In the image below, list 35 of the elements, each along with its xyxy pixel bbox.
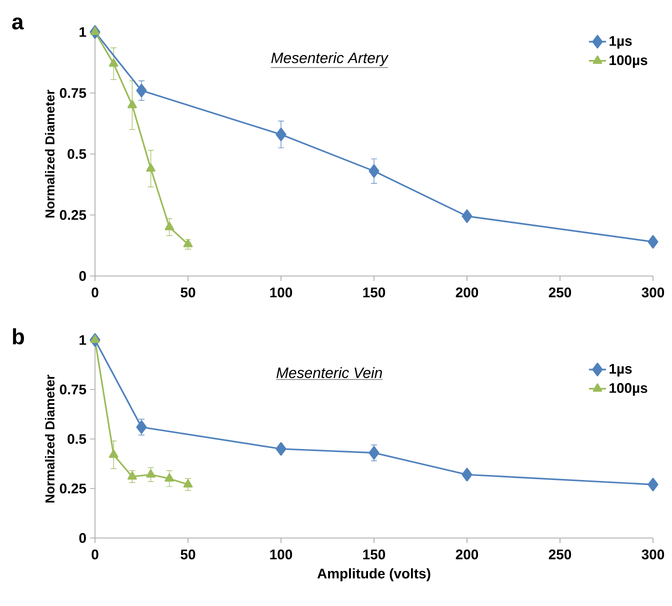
y-tick-label: 1: [80, 335, 86, 345]
y-axis-title: Normalized Diameter: [44, 90, 54, 218]
text: Mesenteric Artery: [271, 52, 389, 66]
legend-label: 1µs: [610, 364, 632, 376]
x-tick-label: 200: [456, 287, 478, 298]
x-tick-label: 300: [642, 287, 664, 298]
x-tick-label: 50: [180, 287, 196, 298]
x-tick-label: 50: [180, 549, 196, 560]
x-tick-label: 0: [92, 287, 98, 298]
text: a: [12, 18, 24, 30]
x-tick-label: 250: [548, 287, 572, 298]
x-tick-label: 200: [456, 549, 478, 560]
x-tick-label: 250: [548, 549, 572, 560]
y-tick-label: 0.75: [60, 88, 86, 98]
y-tick-label: 0.5: [68, 434, 86, 444]
x-axis-title: Amplitude (volts): [317, 568, 430, 582]
x-tick-label: 100: [270, 287, 292, 298]
text: Mesenteric Vein: [276, 367, 382, 378]
legend-label: 100µs: [610, 383, 648, 396]
y-tick-label: 0.25: [60, 210, 86, 220]
y-tick-label: 0.75: [60, 384, 86, 394]
y-tick-label: 0: [79, 533, 86, 543]
y-tick-label: 0: [79, 271, 86, 281]
y-tick-label: 0.5: [68, 149, 86, 159]
legend-label: 1µs: [610, 36, 632, 49]
x-tick-label: 150: [363, 287, 386, 298]
x-tick-label: 100: [270, 549, 292, 560]
legend-label: 100µs: [610, 55, 648, 68]
y-axis-title: Normalized Diameter: [44, 374, 54, 503]
x-tick-label: 0: [92, 549, 98, 560]
text: b: [12, 328, 24, 344]
y-tick-label: 0.25: [60, 484, 86, 494]
x-tick-label: 150: [363, 549, 386, 560]
x-tick-label: 300: [642, 549, 664, 560]
y-tick-label: 1: [80, 27, 86, 37]
